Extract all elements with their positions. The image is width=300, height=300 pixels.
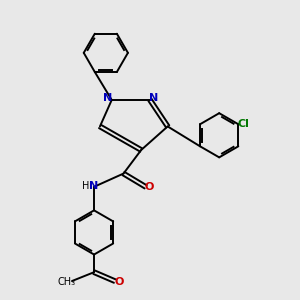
Text: N: N	[89, 181, 98, 191]
Text: N: N	[149, 93, 158, 103]
Text: Cl: Cl	[238, 119, 250, 129]
Text: CH₃: CH₃	[58, 277, 76, 286]
Text: O: O	[114, 277, 124, 286]
Text: H: H	[82, 181, 89, 191]
Text: N: N	[103, 93, 112, 103]
Text: O: O	[144, 182, 154, 192]
